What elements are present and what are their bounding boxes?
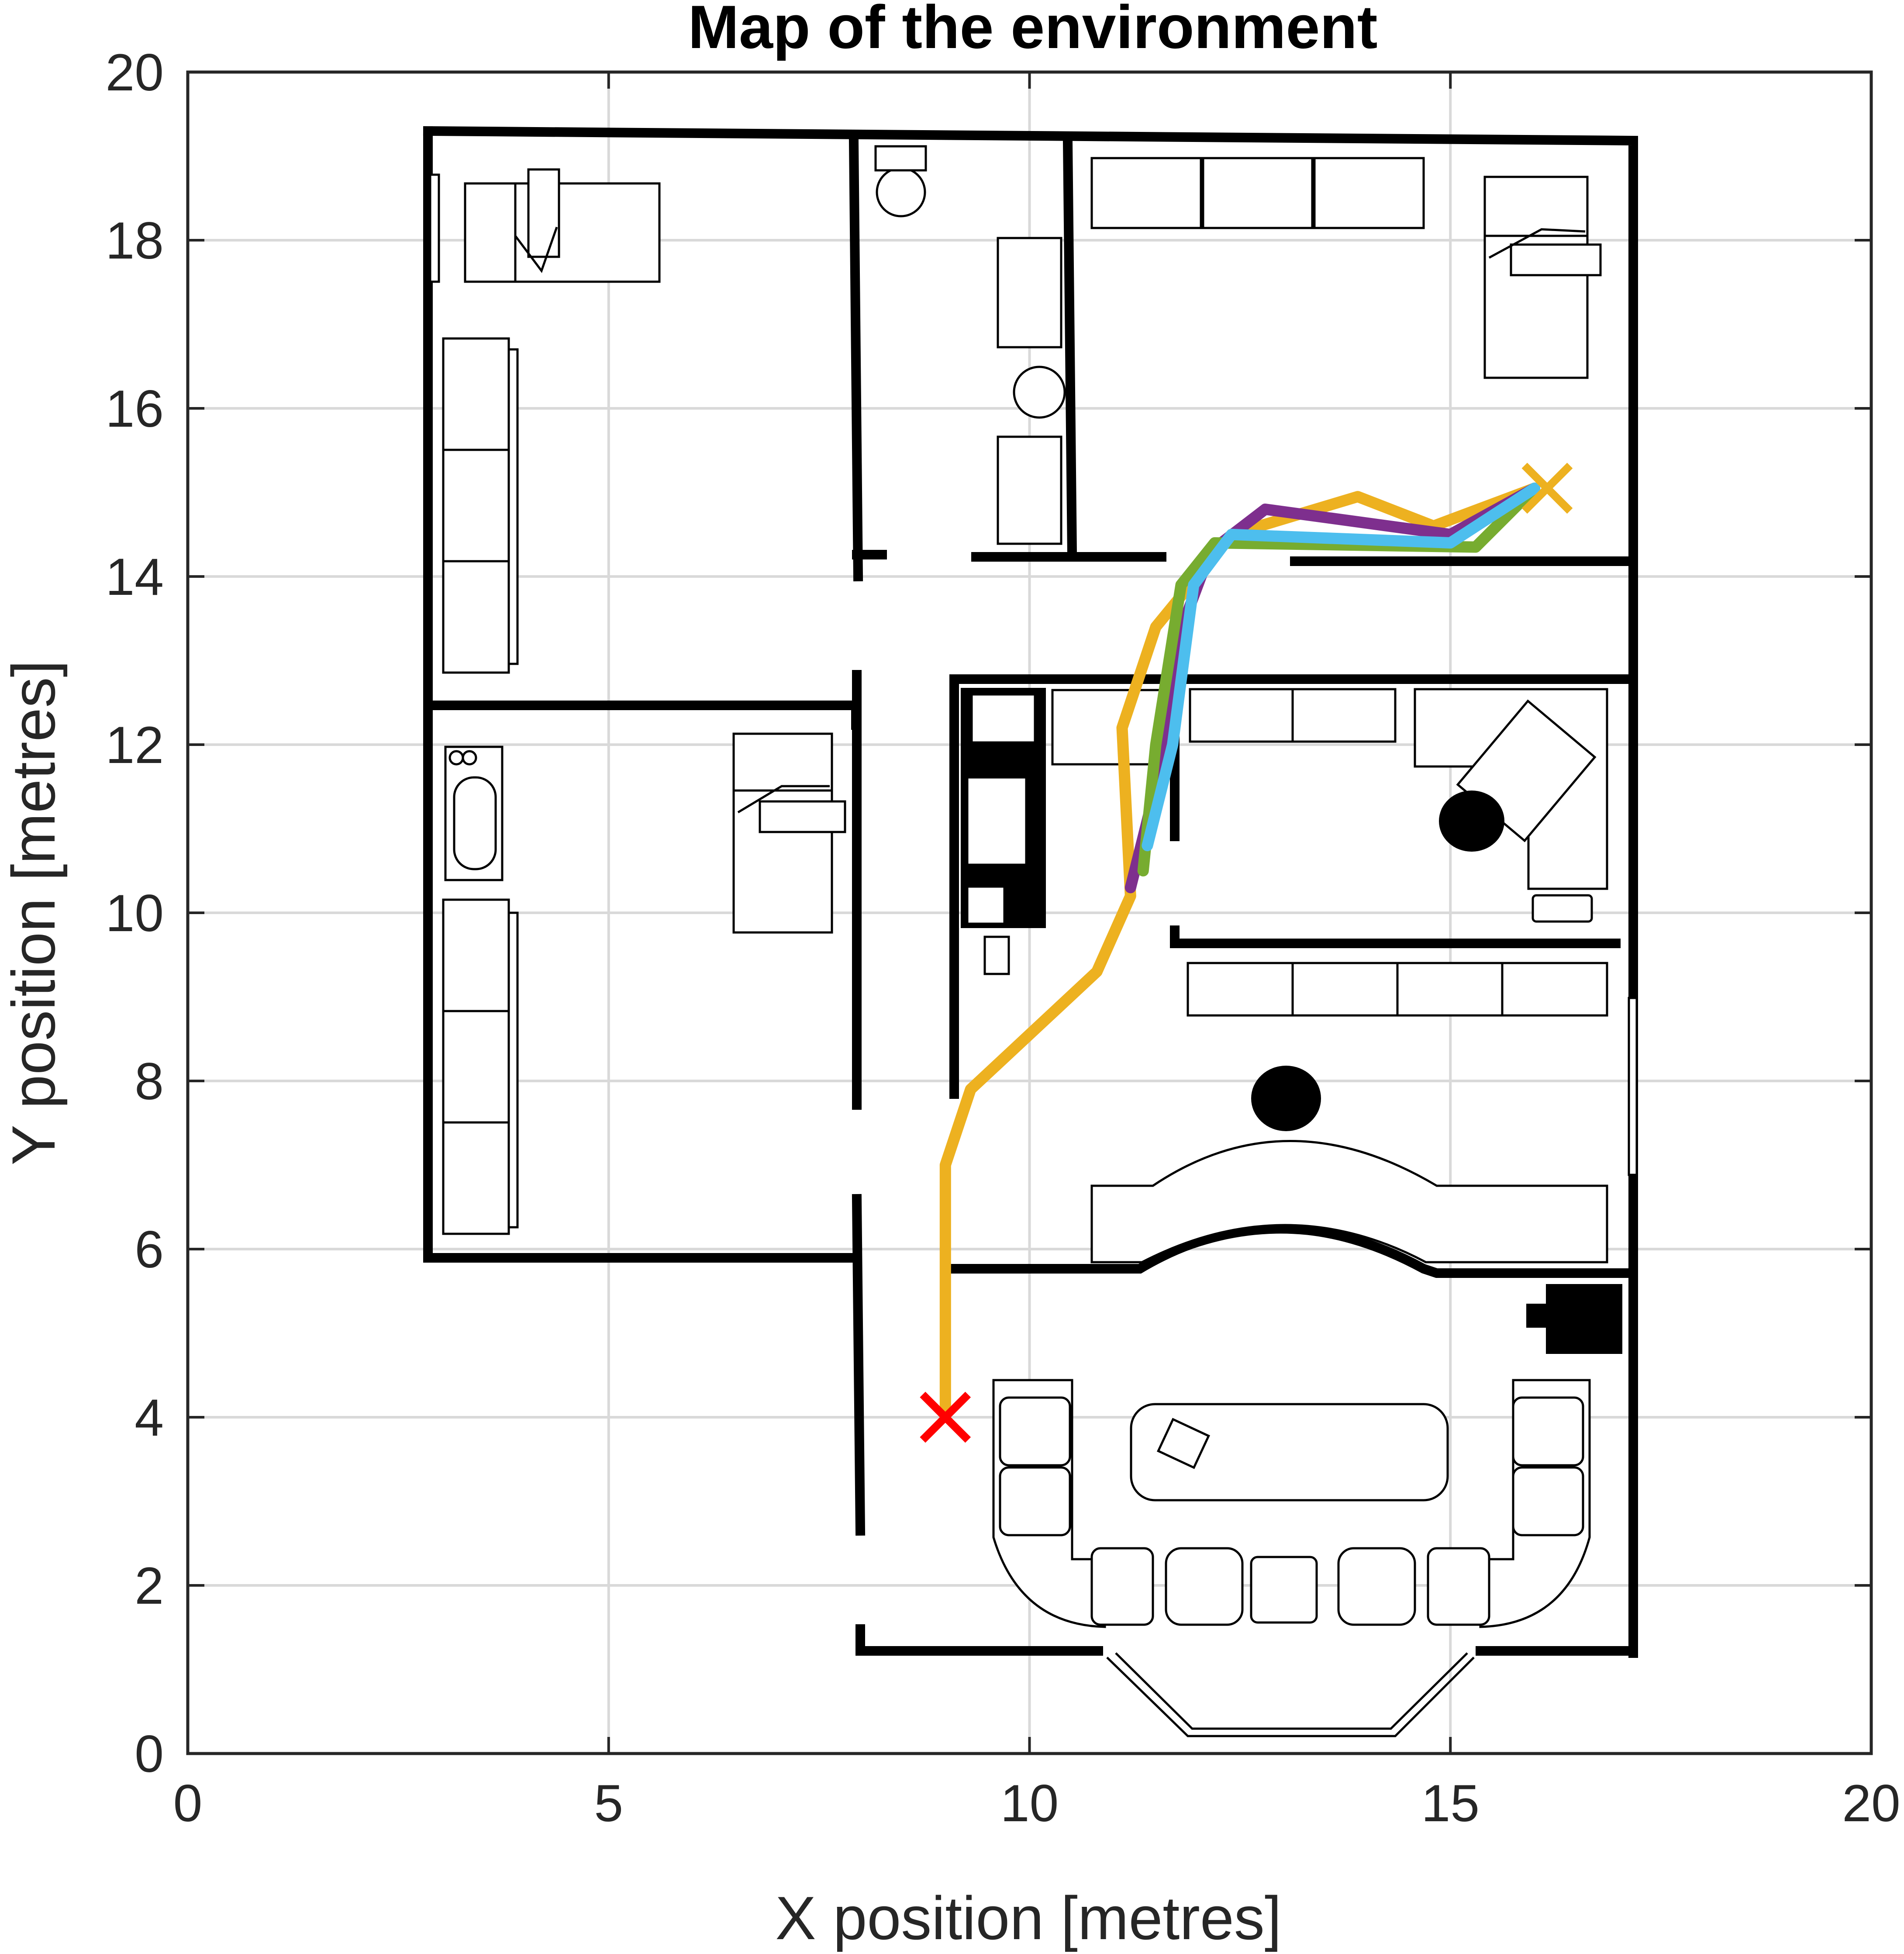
trajectory-line-4 [1142, 482, 1540, 851]
bed-sheet [514, 183, 558, 282]
wall [1062, 137, 1077, 559]
trajectory-line-1 [939, 482, 1540, 1423]
wardrobe-handle [507, 348, 519, 665]
x-tick-label: 5 [594, 1774, 623, 1833]
pillow [759, 800, 846, 833]
y-tick-label: 16 [106, 380, 164, 438]
wall [1144, 1227, 1419, 1269]
toilet [876, 167, 926, 217]
tap [462, 750, 477, 766]
tub-inner [453, 776, 497, 870]
chart-title: Map of the environment [688, 0, 1378, 61]
cabinet [1187, 962, 1294, 1017]
y-tick-label: 8 [135, 1052, 164, 1111]
y-tick-label: 10 [106, 884, 164, 942]
toilet-tank [874, 145, 927, 172]
cabinet [1090, 157, 1202, 229]
oven [966, 885, 1006, 925]
pillow [1510, 243, 1602, 276]
cushion [999, 1396, 1071, 1467]
chair [1251, 1066, 1321, 1131]
y-tick-label: 14 [106, 548, 164, 606]
bed-sheet [1485, 228, 1587, 259]
y-tick-label: 18 [106, 211, 164, 270]
y-tick-label: 12 [106, 716, 164, 774]
cabinet [997, 435, 1062, 545]
trajectory-line-3 [1137, 482, 1540, 877]
x-tick-label: 10 [1000, 1774, 1059, 1833]
wardrobe-handle [507, 911, 519, 1229]
cabinet [1291, 962, 1399, 1017]
bed [464, 182, 661, 283]
wardrobe [442, 1010, 510, 1124]
bay-window [1106, 1652, 1475, 1737]
y-tick-label: 2 [135, 1557, 164, 1615]
floor-plan-map [423, 126, 1638, 1737]
sink [966, 776, 1028, 866]
cabinet [1189, 688, 1294, 743]
armchair [1250, 1556, 1318, 1624]
chair [1439, 791, 1504, 852]
goal-marker [1521, 463, 1573, 514]
trajectories [939, 482, 1540, 1423]
x-axis-label: X position [metres] [775, 1884, 1281, 1952]
x-tick-label: 0 [173, 1774, 203, 1833]
y-tick-label: 4 [135, 1388, 164, 1447]
cabinet [1291, 688, 1397, 743]
bed [1483, 176, 1589, 379]
cushion [1512, 1466, 1584, 1536]
wall [852, 1194, 866, 1536]
sofa-seat [1165, 1547, 1244, 1626]
y-tick-label: 0 [135, 1725, 164, 1783]
x-tick-label: 15 [1421, 1774, 1480, 1833]
coffee-table [1130, 1403, 1449, 1502]
cabinet [1313, 157, 1425, 229]
wall [849, 137, 863, 582]
stove [970, 693, 1036, 744]
x-tick-label: 20 [1842, 1774, 1900, 1833]
wardrobe [442, 898, 510, 1012]
axis-ticks: 0 5 10 15 20 0 2 4 6 8 10 12 14 16 18 20 [106, 43, 1901, 1833]
cushion [1512, 1396, 1584, 1467]
cabinet [1202, 157, 1314, 229]
wardrobe [442, 1121, 510, 1235]
sofa-seat [1337, 1547, 1416, 1626]
side-table-tab [1526, 1304, 1550, 1328]
headboard [429, 173, 440, 283]
tap [448, 750, 464, 766]
cabinet [1396, 962, 1504, 1017]
wardrobe [442, 560, 510, 674]
wall [1170, 925, 1621, 948]
window [1628, 997, 1638, 1176]
sink [1013, 366, 1066, 419]
bin [983, 936, 1010, 975]
y-tick-label: 20 [106, 43, 164, 102]
wall [425, 701, 861, 730]
book [1156, 1418, 1211, 1469]
y-axis-label: Y position [metres] [0, 660, 68, 1166]
wall [423, 126, 861, 1263]
cushion [999, 1466, 1071, 1536]
reception-desk [1090, 1140, 1608, 1264]
device [1531, 894, 1593, 923]
pillow [527, 168, 560, 258]
wardrobe [442, 337, 510, 451]
sofa-seat [1090, 1547, 1154, 1626]
cabinet [1501, 962, 1608, 1017]
wall [855, 1624, 1103, 1656]
side-table [1546, 1284, 1622, 1354]
wardrobe [442, 449, 510, 563]
cabinet [997, 237, 1062, 349]
bed-sheet [734, 785, 832, 814]
markers [920, 463, 1573, 1443]
start-marker [920, 1391, 971, 1443]
y-tick-label: 6 [135, 1220, 164, 1279]
sofa-seat [1427, 1547, 1490, 1626]
